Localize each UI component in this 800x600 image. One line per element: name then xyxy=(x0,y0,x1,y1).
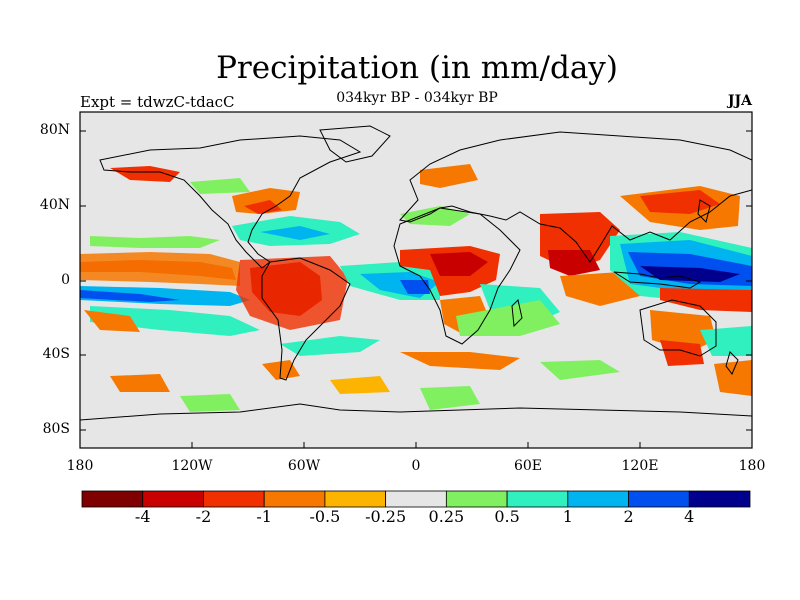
anomaly-darkred-india xyxy=(548,250,600,276)
anomaly-red-asia xyxy=(640,190,720,214)
anomaly-orange-south xyxy=(84,310,140,332)
anomaly-orange xyxy=(80,252,240,286)
colorbar-label: 0.25 xyxy=(428,507,465,526)
anomaly-orange-so2 xyxy=(400,352,520,370)
colorbar-swatch xyxy=(567,490,629,508)
anomaly-red-aus xyxy=(660,340,704,366)
anomaly-red-sa xyxy=(236,256,348,330)
anomaly-red-nepac xyxy=(110,166,180,182)
colorbar-swatch xyxy=(142,490,204,508)
colorbar-label: -0.5 xyxy=(309,507,341,526)
anomaly-green-sahara xyxy=(400,206,470,226)
anomaly-darkblue xyxy=(80,290,180,302)
anomaly-green-so xyxy=(420,386,480,410)
colorbar-swatch xyxy=(506,490,569,508)
colorbar-label: -2 xyxy=(195,507,212,526)
lon-label-60w: 60W xyxy=(287,458,321,474)
period-label: 034kyr BP - 034kyr BP xyxy=(336,90,498,106)
coast-greenland xyxy=(319,125,391,163)
anomaly-green-so5 xyxy=(180,394,240,412)
coast-antarctica xyxy=(80,403,752,421)
coastlines xyxy=(80,125,752,421)
lat-label-0: 0 xyxy=(61,272,70,288)
lat-label-40n: 40N xyxy=(39,197,70,213)
colorbar-label: 0.5 xyxy=(494,507,520,526)
anomaly-cyan xyxy=(90,306,260,336)
lon-label-120e: 120E xyxy=(621,458,659,474)
lon-label-60e: 60E xyxy=(513,458,543,474)
colorbar-swatch xyxy=(81,490,144,508)
colorbar xyxy=(81,490,751,508)
experiment-label: Expt = tdwzC-tdacC xyxy=(80,93,235,111)
colorbar-label: 1 xyxy=(562,507,573,526)
colorbar-label: -1 xyxy=(256,507,272,526)
colorbar-swatch xyxy=(445,490,508,508)
lon-label-180e: 180 xyxy=(738,458,766,474)
anomaly-orange-so xyxy=(714,360,752,396)
lon-label-0: 0 xyxy=(411,458,421,474)
coast-new-zealand xyxy=(725,351,739,375)
colorbar-label: -0.25 xyxy=(365,507,407,526)
anomaly-red-wpac xyxy=(660,288,752,312)
anomaly-green-so3 xyxy=(540,360,620,380)
coast-north-america xyxy=(99,135,362,269)
anomaly-darkblue-eqatl xyxy=(400,280,430,294)
anomaly-orange-europe xyxy=(420,164,478,188)
anomaly-blue xyxy=(80,286,250,306)
anomaly-green xyxy=(90,236,220,248)
lat-label-80s: 80S xyxy=(42,421,70,437)
anomaly-red-us xyxy=(244,200,282,214)
anomaly-cyan-aus xyxy=(700,326,752,356)
colorbar-swatch xyxy=(628,490,690,508)
coast-south-america xyxy=(261,257,351,381)
lon-label-180w: 180 xyxy=(66,458,94,474)
coast-japan xyxy=(697,199,711,223)
colorbar-swatch xyxy=(688,490,751,508)
anomaly-blue-atl xyxy=(260,226,330,240)
colorbar-swatch xyxy=(263,490,326,508)
lon-label-120w: 120W xyxy=(171,458,213,474)
anomaly-green-africa xyxy=(456,300,560,336)
lat-label-40s: 40S xyxy=(42,346,70,362)
colorbar-label: 4 xyxy=(684,507,695,526)
anomaly-green-na xyxy=(190,178,250,194)
anomaly-orange-so6 xyxy=(330,376,390,394)
colorbar-label: 2 xyxy=(623,507,634,526)
axis-ticks xyxy=(79,130,753,448)
anomaly-darkred-africa xyxy=(430,252,488,276)
lat-label-80n: 80N xyxy=(39,122,70,138)
colorbar-swatch xyxy=(324,490,387,508)
coast-madagascar xyxy=(511,299,523,328)
chart-title: Precipitation (in mm/day) xyxy=(216,50,618,86)
coast-indonesia xyxy=(613,271,702,289)
precip-anomaly-layer xyxy=(80,164,752,412)
coast-australia xyxy=(639,299,717,357)
anomaly-orange-so4 xyxy=(110,374,170,392)
colorbar-swatch xyxy=(385,490,447,508)
season-label: JJA xyxy=(727,93,752,109)
colorbar-label: -4 xyxy=(134,507,151,526)
anomaly-orange-indian xyxy=(560,272,640,306)
colorbar-swatch xyxy=(203,490,265,508)
coast-africa xyxy=(393,207,521,345)
